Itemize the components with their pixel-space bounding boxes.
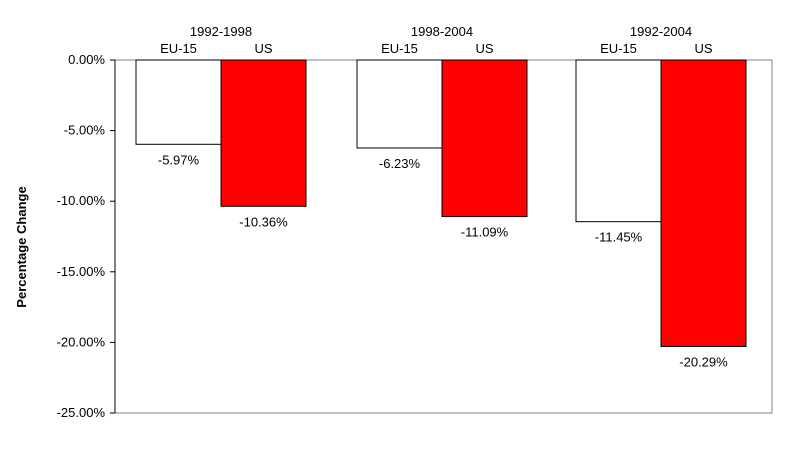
series-label: EU-15 (600, 41, 637, 56)
labels: 1992-1998 EU-15 -5.97% US -10.36% 1998-2004 EU… (158, 24, 728, 369)
data-label: -10.36% (239, 214, 288, 229)
y-tick-label: -5.00% (64, 123, 106, 138)
series-label: EU-15 (381, 41, 418, 56)
y-tick-label: -20.00% (57, 334, 106, 349)
y-axis-title: Percentage Change (14, 186, 29, 307)
y-tick-label: 0.00% (68, 52, 105, 67)
bar-eu-15 (356, 59, 443, 149)
y-tick-label: -25.00% (57, 405, 106, 420)
series-label: US (694, 41, 712, 56)
group-label: 1992-2004 (630, 24, 692, 39)
y-tick-label: -15.00% (57, 264, 106, 279)
bars (135, 59, 747, 347)
y-tick-label: -10.00% (57, 193, 106, 208)
series-label: US (254, 41, 272, 56)
series-label: US (475, 41, 493, 56)
data-label: -11.45% (595, 230, 643, 245)
group-label: 1998-2004 (411, 24, 473, 39)
y-axis-ticks: 0.00% -5.00% -10.00% -15.00% -20.00% -25.00% (57, 52, 115, 420)
bar-us (660, 59, 747, 347)
data-label: -11.09% (461, 225, 509, 240)
series-label: EU-15 (160, 41, 197, 56)
bar-us (441, 59, 528, 218)
data-label: -20.29% (679, 354, 728, 369)
data-label: -6.23% (379, 156, 421, 171)
bar-eu-15 (135, 59, 222, 145)
bar-eu-15 (575, 59, 662, 223)
group-label: 1992-1998 (190, 24, 252, 39)
bar-us (220, 59, 307, 207)
data-label: -5.97% (158, 152, 200, 167)
